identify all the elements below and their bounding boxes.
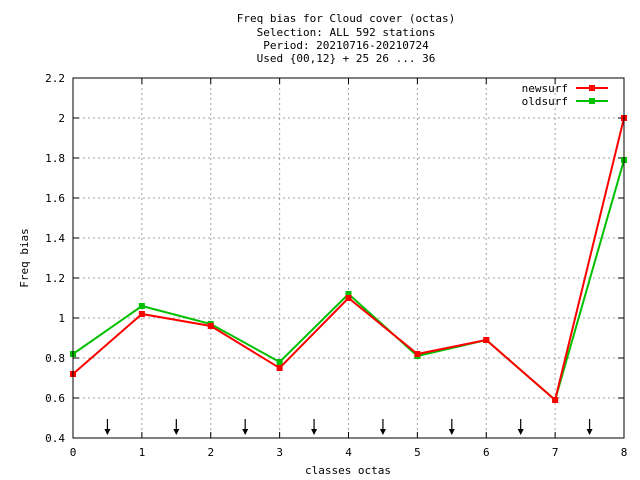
data-point-oldsurf [276, 359, 283, 365]
x-tick-label: 3 [276, 446, 283, 459]
x-axis-label: classes octas [305, 464, 391, 477]
y-axis-label: Freq bias [18, 228, 31, 288]
arrow-marker [379, 419, 386, 435]
x-tick-label: 4 [345, 446, 352, 459]
arrow-marker [517, 419, 524, 435]
x-tick-label: 8 [621, 446, 628, 459]
x-tick-label: 0 [70, 446, 77, 459]
legend-label: newsurf [522, 82, 568, 95]
legend-item-oldsurf: oldsurf [522, 95, 608, 108]
data-point-newsurf [345, 295, 352, 301]
arrow-marker [311, 419, 318, 435]
data-point-newsurf [414, 351, 421, 357]
grid [73, 78, 624, 438]
data-point-oldsurf [345, 291, 352, 297]
y-tick-label: 1.8 [45, 152, 65, 165]
x-tick-label: 1 [139, 446, 146, 459]
data-point-newsurf [138, 311, 145, 317]
data-point-newsurf [552, 397, 559, 403]
data-point-oldsurf [138, 303, 145, 309]
y-tick-label: 1.4 [45, 232, 65, 245]
y-tick-label: 1 [58, 312, 65, 325]
legend-marker [589, 98, 595, 104]
arrow-markers [104, 419, 593, 435]
data-point-newsurf [207, 323, 214, 329]
chart-title: Freq bias for Cloud cover (octas) Select… [237, 12, 456, 65]
y-tick-label: 0.6 [45, 392, 65, 405]
y-tick-label: 1.2 [45, 272, 65, 285]
y-tick-label: 2.2 [45, 72, 65, 85]
plot-frame [72, 77, 625, 439]
x-tick-label: 2 [207, 446, 214, 459]
y-tick-label: 0.4 [45, 432, 65, 445]
arrow-marker [448, 419, 455, 435]
title-line-1: Freq bias for Cloud cover (octas) [237, 12, 456, 25]
title-line-2: Selection: ALL 592 stations [257, 26, 436, 39]
legend-item-newsurf: newsurf [522, 82, 608, 95]
title-line-3: Period: 20210716-20210724 [263, 39, 429, 52]
x-tick-label: 6 [483, 446, 490, 459]
axes: 0.4 0.6 0.8 1 1.2 1.4 1.6 1.8 2 2.2 0 1 2 3 4 5 6 7 8 [45, 72, 627, 459]
title-line-4: Used {00,12} + 25 26 ... 36 [257, 52, 436, 65]
arrow-marker [242, 419, 249, 435]
x-tick-label: 7 [552, 446, 559, 459]
arrow-marker [104, 419, 111, 435]
legend-marker [589, 85, 595, 91]
arrow-marker [586, 419, 593, 435]
x-tick-label: 5 [414, 446, 421, 459]
arrow-marker [173, 419, 180, 435]
legend-label: oldsurf [522, 95, 568, 108]
y-tick-label: 2 [58, 112, 65, 125]
y-tick-label: 1.6 [45, 192, 65, 205]
y-tick-label: 0.8 [45, 352, 65, 365]
data-point-newsurf [483, 337, 490, 343]
data-point-newsurf [276, 365, 283, 371]
